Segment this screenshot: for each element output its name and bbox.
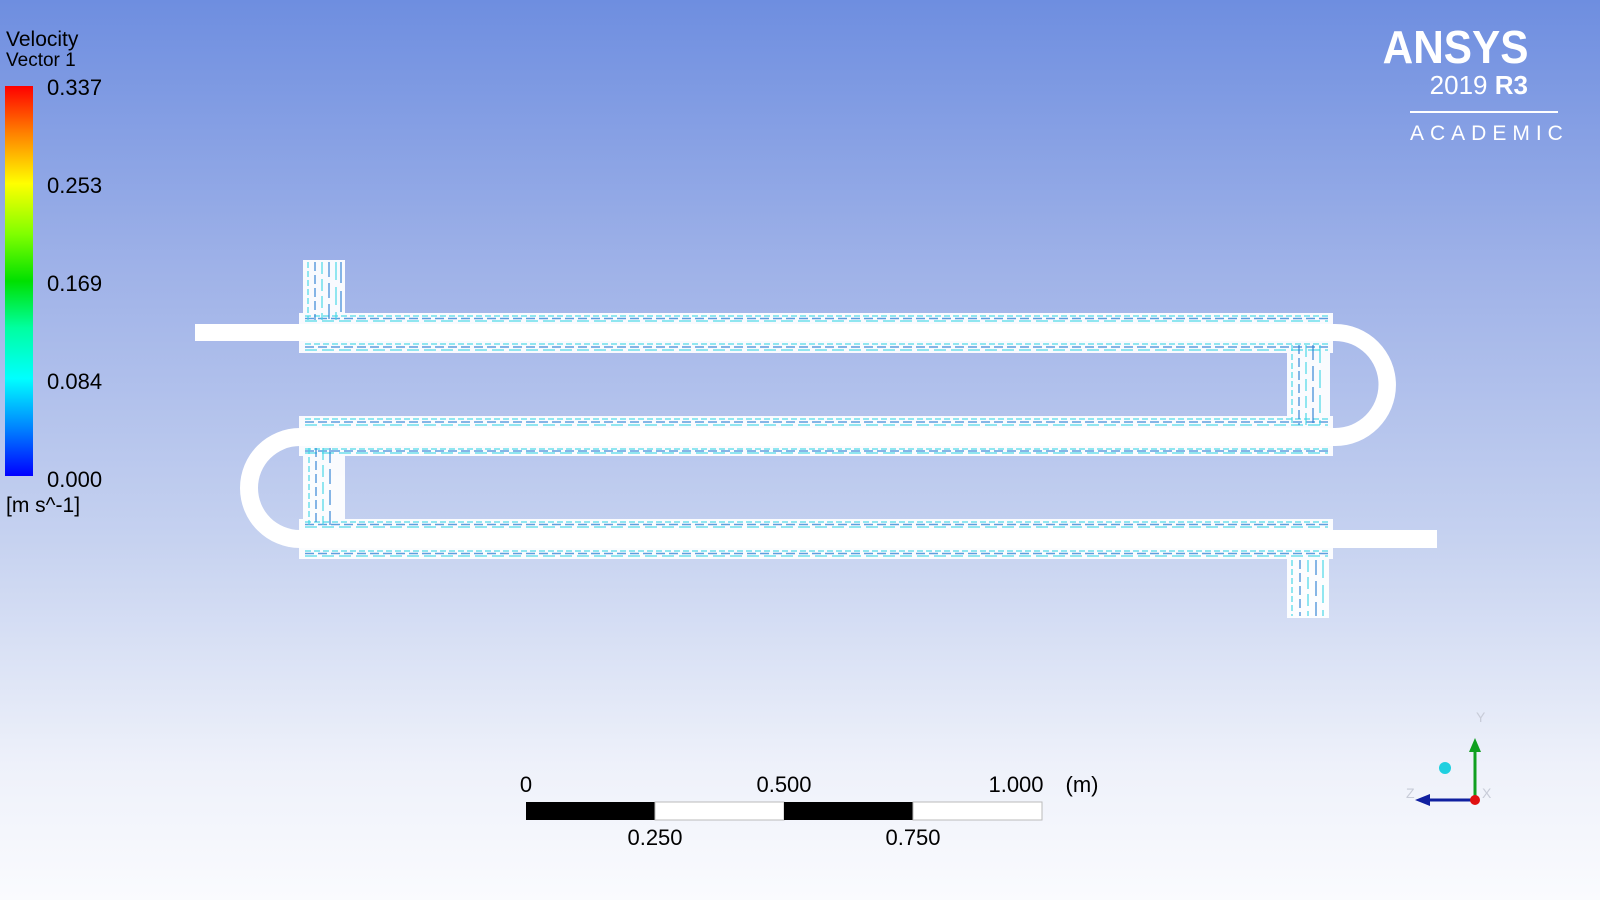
- triad-x-label: X: [1482, 785, 1492, 801]
- legend-tick: 0.000: [47, 467, 103, 492]
- scale-label: 0: [519, 772, 533, 797]
- inlet-nozzle: [303, 260, 345, 313]
- legend-tick: 0.169: [47, 271, 103, 296]
- scale-label: 0.750: [885, 825, 941, 850]
- legend-title: Velocity: [6, 28, 79, 51]
- legend-subtitle: Vector 1: [6, 50, 76, 71]
- logo-release: R3: [1494, 70, 1528, 100]
- velocity-vectors: [305, 262, 1328, 616]
- logo-divider: [1410, 111, 1558, 113]
- y-arrow-icon: [1469, 738, 1481, 752]
- view-sphere-icon: [1439, 762, 1451, 774]
- legend-tick: 0.253: [47, 173, 103, 198]
- logo-edition: ACADEMIC: [1410, 122, 1569, 145]
- legend-tick: 0.337: [47, 75, 103, 100]
- scale-label: 0.500: [756, 772, 812, 797]
- ansys-logo: ANSYS: [1382, 21, 1528, 73]
- x-axis-dot: [1470, 795, 1480, 805]
- logo-version: 2019 R3: [1430, 70, 1528, 101]
- z-arrow-icon: [1415, 794, 1430, 806]
- triad-z-label: Z: [1406, 785, 1415, 801]
- axis-triad[interactable]: [1415, 738, 1481, 806]
- scale-bar: [526, 801, 1043, 821]
- color-bar: [5, 86, 33, 476]
- connector-right: [1287, 353, 1330, 416]
- inner-tube: [195, 324, 1437, 548]
- scale-label: 1.000: [988, 772, 1044, 797]
- logo-year: 2019: [1429, 70, 1488, 100]
- connector-left: [303, 456, 345, 519]
- scale-unit: (m): [1065, 772, 1099, 797]
- triad-y-label: Y: [1476, 709, 1486, 725]
- legend-unit: [m s^-1]: [6, 494, 81, 517]
- legend-tick: 0.084: [47, 369, 103, 394]
- scale-label: 0.250: [627, 825, 683, 850]
